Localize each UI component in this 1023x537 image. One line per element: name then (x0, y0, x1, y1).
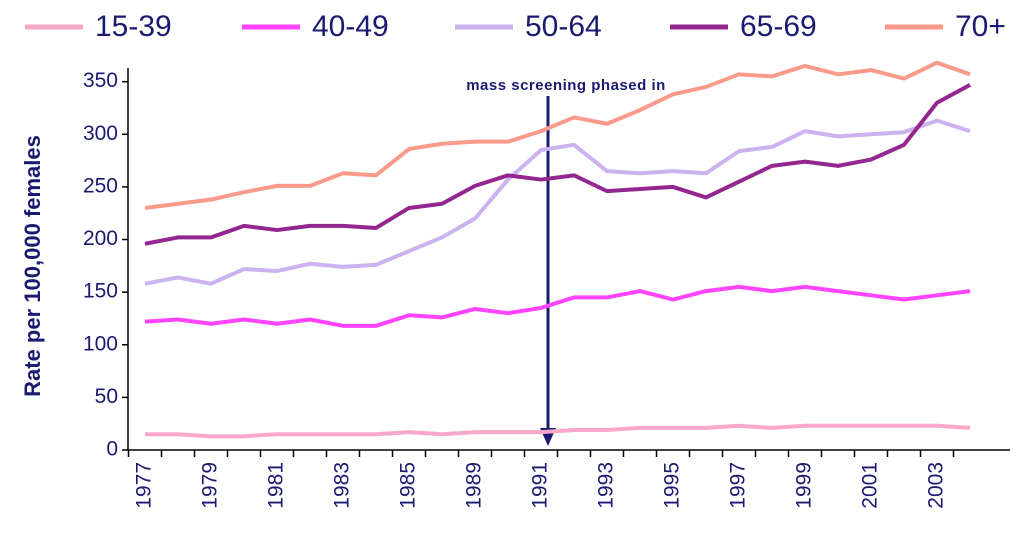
y-tick-label: 200 (83, 227, 118, 250)
legend-label: 65-69 (740, 10, 817, 43)
y-tick-label: 300 (83, 122, 118, 145)
y-tick-label: 0 (106, 438, 118, 461)
x-tick-label: 1995 (661, 462, 684, 509)
y-tick-label: 250 (83, 174, 118, 197)
series-line (145, 423, 971, 439)
x-tick-label: 1993 (595, 462, 618, 509)
annotation: mass screening phased in (466, 77, 666, 94)
x-tick-label: 1983 (331, 462, 354, 509)
y-tick-label: 50 (95, 385, 118, 408)
x-tick-label: 1997 (727, 462, 750, 509)
series-line (144, 83, 971, 246)
series-line (144, 60, 971, 210)
x-tick-label: 1991 (529, 462, 552, 509)
legend-label: 50-64 (525, 10, 602, 43)
y-axis-label: Rate per 100,000 females (20, 135, 45, 397)
x-tick-label: 2003 (925, 462, 948, 509)
y-tick-label: 100 (83, 332, 118, 355)
series-line (144, 118, 971, 286)
y-tick-label: 150 (83, 280, 118, 303)
y-tick-label: 350 (83, 69, 118, 92)
x-tick-label: 1981 (265, 462, 288, 509)
legend-label: 15-39 (95, 10, 172, 43)
x-tick-label: 1979 (199, 462, 222, 509)
x-tick-label: 1999 (793, 462, 816, 509)
x-tick-label: 1985 (397, 462, 420, 509)
legend-label: 70+ (955, 10, 1006, 43)
x-tick-label: 2001 (859, 462, 882, 509)
series-line (144, 284, 971, 328)
x-tick-label: 1989 (463, 462, 486, 509)
legend-label: 40-49 (312, 10, 389, 43)
x-tick-label: 1977 (133, 462, 156, 509)
